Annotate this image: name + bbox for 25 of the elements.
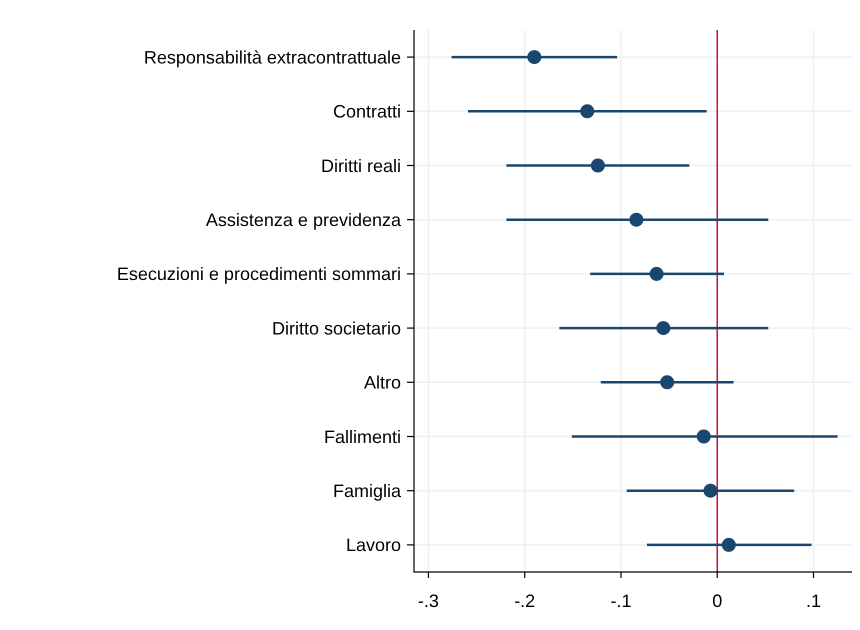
y-tick-label: Diritti reali: [320, 156, 401, 176]
y-tick-label: Lavoro: [346, 535, 401, 556]
point: [590, 158, 605, 172]
x-tick-label: -.1: [610, 591, 632, 611]
point: [580, 104, 594, 118]
y-tick-label: Fallimenti: [324, 426, 401, 447]
point: [629, 212, 644, 227]
y-tick-label: Contratti: [332, 102, 401, 122]
x-tick-label: 0: [712, 591, 722, 611]
point: [660, 375, 674, 390]
y-tick-label: Altro: [364, 372, 401, 393]
y-tick-label: Esecuzioni e procedimenti sommari: [116, 264, 401, 284]
point: [650, 266, 664, 281]
y-tick-label: Diritto societario: [272, 318, 401, 338]
point: [703, 484, 718, 498]
x-tick-label: -.3: [418, 591, 439, 611]
point: [696, 430, 711, 444]
point: [527, 50, 542, 64]
x-tick-label: .1: [806, 591, 821, 611]
y-tick-label: Responsabilità extracontrattuale: [144, 47, 401, 68]
point: [722, 538, 736, 552]
point: [656, 321, 670, 336]
x-tick-label: -.2: [514, 591, 536, 611]
y-tick-label: Famiglia: [332, 481, 402, 501]
y-tick-label: Assistenza e previdenza: [206, 210, 402, 230]
